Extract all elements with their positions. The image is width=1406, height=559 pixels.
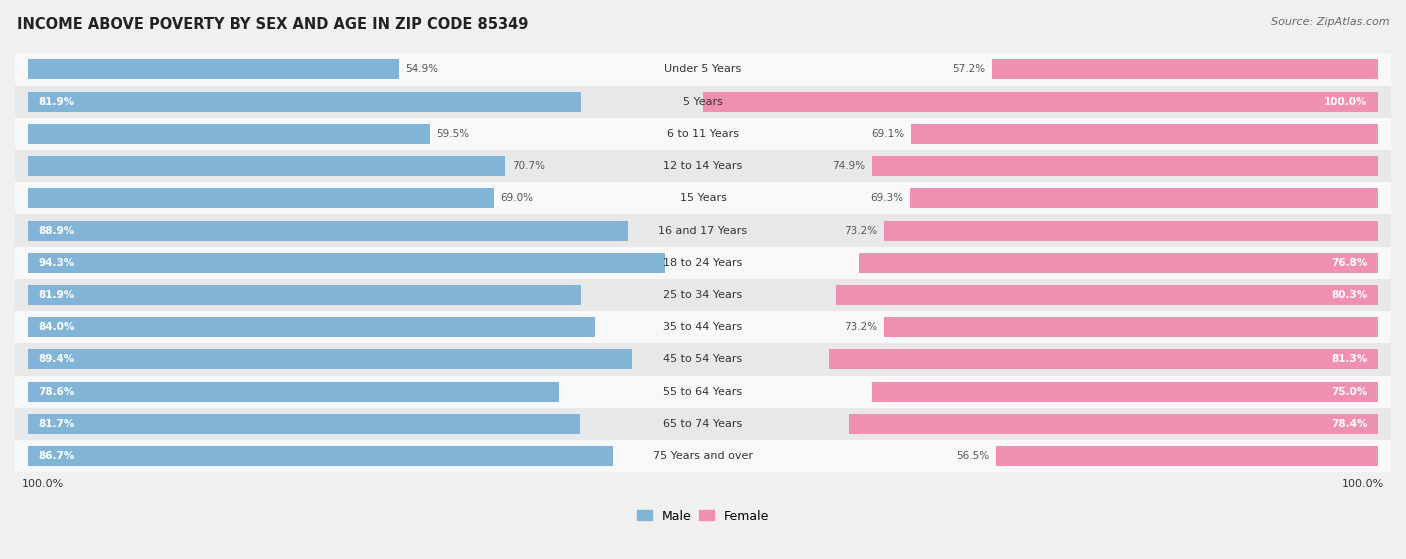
Bar [28, 156, 505, 176]
Text: 12 to 14 Years: 12 to 14 Years [664, 161, 742, 171]
Text: 73.2%: 73.2% [844, 322, 877, 332]
Text: 57.2%: 57.2% [952, 64, 986, 74]
Bar [15, 408, 1391, 440]
Text: 75.0%: 75.0% [1331, 387, 1368, 397]
Text: 81.3%: 81.3% [1331, 354, 1368, 364]
Text: 76.8%: 76.8% [1331, 258, 1368, 268]
Text: INCOME ABOVE POVERTY BY SEX AND AGE IN ZIP CODE 85349: INCOME ABOVE POVERTY BY SEX AND AGE IN Z… [17, 17, 529, 32]
Text: 69.0%: 69.0% [501, 193, 534, 203]
Text: 59.5%: 59.5% [437, 129, 470, 139]
Bar [859, 253, 1378, 273]
Text: 15 Years: 15 Years [679, 193, 727, 203]
Bar [28, 414, 579, 434]
Text: 70.7%: 70.7% [512, 161, 546, 171]
Text: 5 Years: 5 Years [683, 97, 723, 107]
Text: 69.1%: 69.1% [872, 129, 904, 139]
Text: 81.9%: 81.9% [38, 290, 75, 300]
Bar [837, 285, 1378, 305]
Text: 89.4%: 89.4% [38, 354, 75, 364]
Bar [884, 317, 1378, 337]
Bar [872, 382, 1378, 401]
Bar [28, 92, 581, 112]
Text: 73.2%: 73.2% [844, 225, 877, 235]
Text: 100.0%: 100.0% [1324, 97, 1368, 107]
Text: 45 to 54 Years: 45 to 54 Years [664, 354, 742, 364]
Bar [997, 446, 1378, 466]
Text: 100.0%: 100.0% [1341, 479, 1385, 489]
Bar [830, 349, 1378, 369]
Bar [15, 53, 1391, 86]
Legend: Male, Female: Male, Female [631, 505, 775, 528]
Bar [15, 376, 1391, 408]
Text: Source: ZipAtlas.com: Source: ZipAtlas.com [1271, 17, 1389, 27]
Bar [15, 311, 1391, 343]
Bar [15, 182, 1391, 215]
Text: 81.9%: 81.9% [38, 97, 75, 107]
Text: 78.6%: 78.6% [38, 387, 75, 397]
Bar [15, 215, 1391, 247]
Text: 74.9%: 74.9% [832, 161, 866, 171]
Bar [28, 124, 430, 144]
Bar [849, 414, 1378, 434]
Bar [15, 279, 1391, 311]
Bar [28, 446, 613, 466]
Bar [991, 59, 1378, 79]
Text: 100.0%: 100.0% [21, 479, 65, 489]
Bar [910, 188, 1378, 209]
Bar [28, 221, 628, 240]
Text: Under 5 Years: Under 5 Years [665, 64, 741, 74]
Text: 75 Years and over: 75 Years and over [652, 451, 754, 461]
Bar [15, 343, 1391, 376]
Bar [15, 440, 1391, 472]
Bar [28, 349, 631, 369]
Bar [911, 124, 1378, 144]
Bar [28, 382, 558, 401]
Text: 54.9%: 54.9% [405, 64, 439, 74]
Bar [28, 59, 399, 79]
Text: 56.5%: 56.5% [956, 451, 990, 461]
Text: 78.4%: 78.4% [1331, 419, 1368, 429]
Bar [15, 150, 1391, 182]
Bar [884, 221, 1378, 240]
Bar [703, 92, 1378, 112]
Bar [15, 118, 1391, 150]
Bar [872, 156, 1378, 176]
Text: 81.7%: 81.7% [38, 419, 75, 429]
Bar [28, 285, 581, 305]
Bar [15, 86, 1391, 118]
Text: 94.3%: 94.3% [38, 258, 75, 268]
Text: 6 to 11 Years: 6 to 11 Years [666, 129, 740, 139]
Bar [15, 247, 1391, 279]
Text: 25 to 34 Years: 25 to 34 Years [664, 290, 742, 300]
Text: 55 to 64 Years: 55 to 64 Years [664, 387, 742, 397]
Text: 88.9%: 88.9% [38, 225, 75, 235]
Bar [28, 188, 494, 209]
Text: 18 to 24 Years: 18 to 24 Years [664, 258, 742, 268]
Text: 65 to 74 Years: 65 to 74 Years [664, 419, 742, 429]
Bar [28, 317, 595, 337]
Text: 86.7%: 86.7% [38, 451, 75, 461]
Text: 35 to 44 Years: 35 to 44 Years [664, 322, 742, 332]
Text: 80.3%: 80.3% [1331, 290, 1368, 300]
Text: 16 and 17 Years: 16 and 17 Years [658, 225, 748, 235]
Bar [28, 253, 665, 273]
Text: 84.0%: 84.0% [38, 322, 75, 332]
Text: 69.3%: 69.3% [870, 193, 903, 203]
